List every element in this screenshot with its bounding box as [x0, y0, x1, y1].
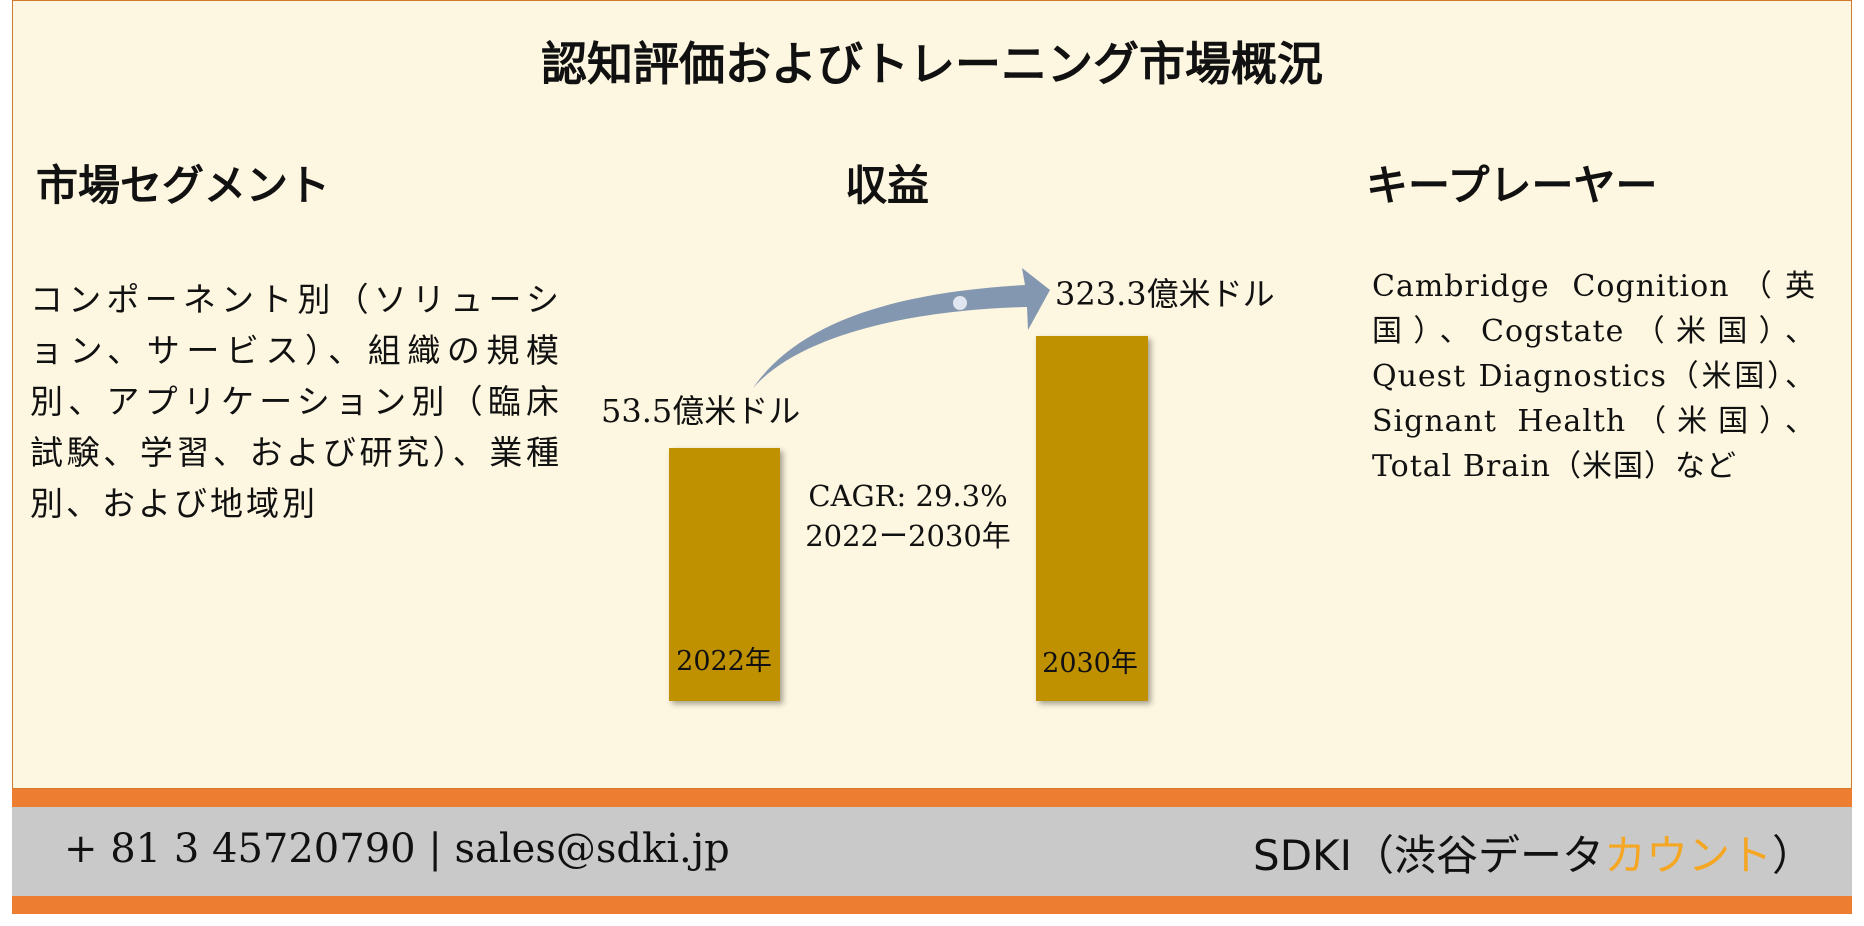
title: 認知評価およびトレーニング市場概況 — [541, 37, 1323, 91]
growth-arrow — [753, 268, 1050, 388]
arrow-dot — [953, 296, 967, 310]
footer-band-top — [12, 789, 1852, 807]
contact: + 81 3 45720790 | sales@sdki.jp — [64, 826, 730, 872]
cagr: CAGR: 29.3% — [808, 479, 1007, 513]
footer-bar — [12, 807, 1852, 896]
segments-text: コンポーネント別（ソリューション、サービス）、組織の規模別、アプリケーション別（… — [30, 280, 562, 523]
revenue-graphic: 53.5億米ドル 323.3億米ドル 2022年 2030年 CAGR: 29.… — [601, 268, 1275, 701]
end-value: 323.3億米ドル — [1055, 275, 1275, 313]
main-panel — [12, 0, 1852, 789]
start-year: 2022年 — [676, 646, 772, 677]
bar-2022 — [669, 448, 780, 701]
bar-2030 — [1036, 336, 1148, 701]
players-text: Cambridge Cognition（英国）、Cogstate（米国）、Que… — [1372, 269, 1816, 484]
brand: SDKI（渋谷データカウント） — [1253, 822, 1814, 883]
brand-close: ） — [1771, 831, 1814, 880]
revenue-heading: 収益 — [844, 161, 929, 210]
footer-band-bottom — [12, 896, 1852, 914]
end-year: 2030年 — [1042, 648, 1138, 679]
start-value: 53.5億米ドル — [601, 392, 800, 430]
brand-text: SDKI（渋谷データ — [1253, 831, 1604, 880]
cagr-period: 2022ー2030年 — [805, 519, 1011, 553]
players-heading: キープレーヤー — [1366, 161, 1658, 210]
segments-heading: 市場セグメント — [36, 161, 331, 210]
brand-highlight: カウント — [1603, 831, 1772, 880]
